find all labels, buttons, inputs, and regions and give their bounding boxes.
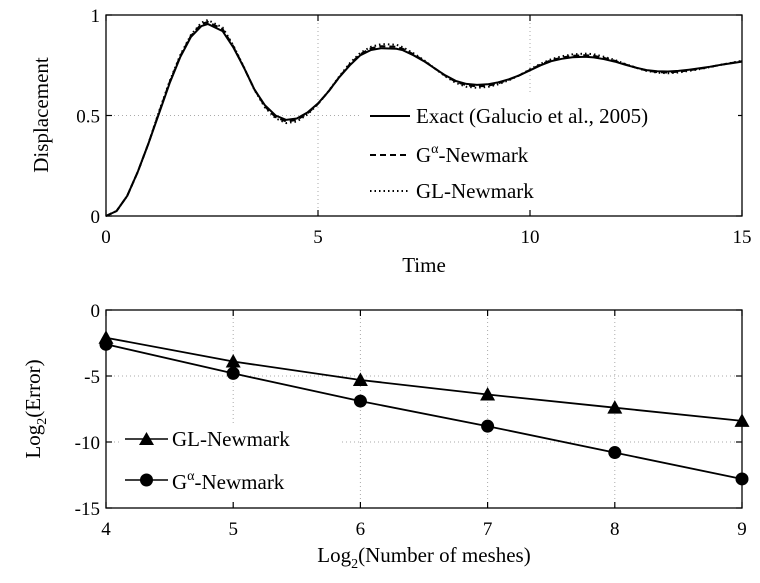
bottom-xlabel-sub: 2 — [351, 557, 358, 572]
top-xtick-label-1: 5 — [313, 227, 323, 248]
bottom-ylabel-log: Log — [21, 424, 45, 458]
bottom-x-axis-label: Log2(Number of meshes) — [317, 543, 530, 572]
bottom-point-triangle-1 — [225, 353, 241, 368]
top-ytick-label-2: 1 — [91, 6, 101, 27]
top-legend: Exact (Galucio et al., 2005) Gα-Newmark … — [362, 95, 738, 209]
bottom-point-triangle-4 — [607, 400, 623, 414]
bottom-point-circle-3 — [481, 419, 495, 433]
bottom-legend: GL-Newmark Gα-Newmark — [120, 424, 340, 500]
legend-label-gl: GL-Newmark — [416, 179, 534, 203]
bottom-point-circle-2 — [353, 394, 367, 408]
bottom-ylabel-sub: 2 — [35, 418, 50, 425]
bottom-legend-box — [120, 424, 340, 500]
bottom-ytick-label-2: -10 — [75, 433, 100, 454]
bottom-xtick-label-5: 9 — [737, 519, 747, 540]
legend-galpha-rest: -Newmark — [439, 143, 529, 167]
bottom-point-triangle-3 — [480, 386, 496, 401]
top-xtick-label-2: 10 — [521, 227, 540, 248]
bottom-legend-galpha-sup: α — [187, 469, 195, 484]
bottom-series — [98, 330, 750, 486]
bottom-point-circle-1 — [226, 366, 240, 380]
top-xtick-label-3: 15 — [733, 227, 752, 248]
legend-marker-circle — [140, 473, 153, 487]
bottom-ytick-label-0: 0 — [91, 301, 101, 322]
top-ticks: 0 5 10 15 0 0.5 1 — [76, 6, 751, 248]
bottom-point-triangle-2 — [352, 372, 368, 386]
legend-marker-triangle — [139, 432, 154, 445]
bottom-y-axis-label: Log2(Error) — [21, 359, 50, 458]
bottom-xtick-label-3: 7 — [483, 519, 493, 540]
bottom-xlabel-log: Log — [317, 543, 351, 567]
top-ytick-label-0: 0 — [91, 207, 101, 228]
bottom-series-line-1 — [105, 343, 743, 480]
top-y-axis-label: Displacement — [29, 57, 53, 173]
bottom-ylabel-rest: (Error) — [21, 359, 45, 417]
bottom-xtick-label-4: 8 — [610, 519, 620, 540]
top-xtick-label-0: 0 — [101, 227, 111, 248]
bottom-xtick-label-2: 6 — [356, 519, 366, 540]
bottom-point-circle-4 — [608, 446, 622, 460]
bottom-legend-galpha-g: G — [172, 470, 187, 494]
displacement-chart: 0 5 10 15 0 0.5 1 Exact (Galucio et al., 2005)… — [29, 6, 752, 277]
top-series-line-1 — [105, 20, 743, 217]
bottom-series-line-0 — [105, 336, 743, 422]
bottom-xtick-label-0: 4 — [101, 519, 111, 540]
bottom-plot-frame — [105, 309, 743, 509]
bottom-ticks: 4 5 6 7 8 9 0 -5 -10 -15 — [75, 301, 747, 540]
top-x-axis-label: Time — [402, 253, 446, 277]
bottom-xtick-label-1: 5 — [228, 519, 238, 540]
error-chart: 4 5 6 7 8 9 0 -5 -10 -15 GL-Newmark Gα-Newmark Lo… — [21, 301, 750, 572]
bottom-ytick-label-1: -5 — [84, 367, 100, 388]
top-series-lines — [105, 18, 743, 217]
legend-galpha-sup: α — [431, 142, 439, 157]
legend-label-exact: Exact (Galucio et al., 2005) — [416, 104, 648, 128]
legend-galpha-g: G — [416, 143, 431, 167]
bottom-xlabel-rest: (Number of meshes) — [358, 543, 531, 567]
bottom-legend-label-galpha: Gα-Newmark — [172, 469, 285, 494]
bottom-ytick-label-3: -15 — [75, 499, 100, 520]
legend-label-galpha: Gα-Newmark — [416, 142, 529, 167]
bottom-legend-label-gl: GL-Newmark — [172, 427, 290, 451]
top-legend-box — [362, 95, 738, 209]
top-ytick-label-1: 0.5 — [76, 107, 100, 128]
bottom-legend-galpha-rest: -Newmark — [195, 470, 285, 494]
